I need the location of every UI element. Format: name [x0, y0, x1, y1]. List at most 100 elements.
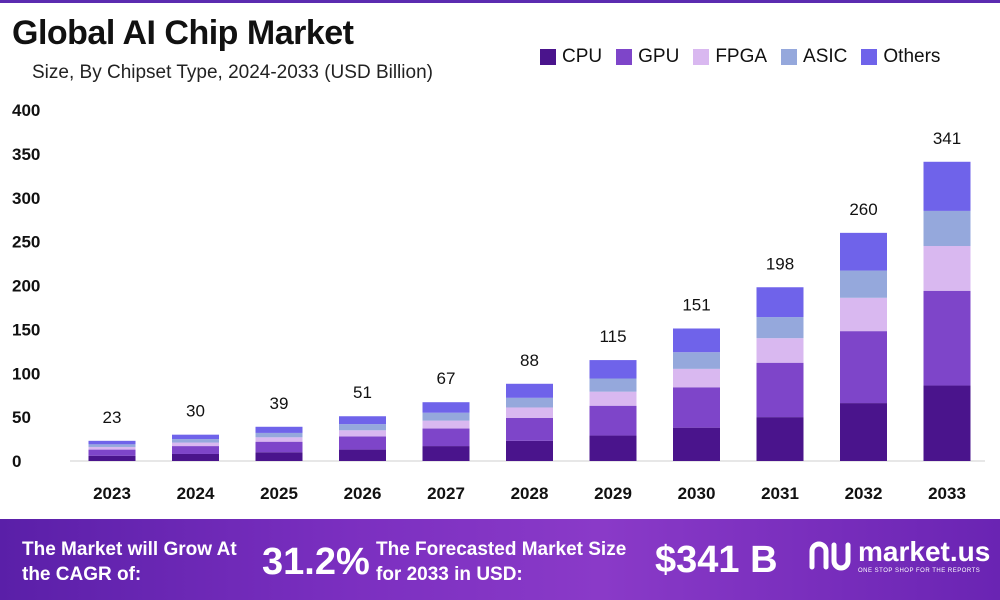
cagr-value: 31.2%	[262, 541, 370, 583]
brand-logo: market.us ONE STOP SHOP FOR THE REPORTS	[808, 537, 990, 575]
bar-segment-fpga-2033	[923, 246, 971, 291]
bar-total-label: 151	[682, 295, 710, 314]
bar-segment-fpga-2023	[88, 446, 136, 450]
y-tick-label: 0	[12, 452, 21, 471]
chart-subtitle: Size, By Chipset Type, 2024-2033 (USD Bi…	[32, 62, 433, 83]
bar-total-label: 30	[186, 402, 205, 421]
bar-segment-asic-2032	[840, 270, 887, 298]
bar-total-label: 341	[933, 129, 961, 148]
bar-segment-gpu-2033	[923, 290, 971, 386]
bar-segment-asic-2026	[339, 424, 386, 431]
bar-segment-fpga-2027	[422, 420, 470, 429]
bar-segment-asic-2023	[88, 444, 136, 447]
bar-segment-others-2027	[422, 402, 470, 413]
y-tick-label: 400	[12, 101, 40, 120]
bar-total-label: 23	[103, 408, 122, 427]
legend-label-asic: ASIC	[803, 46, 848, 67]
bar-segment-fpga-2028	[506, 407, 553, 419]
bar-segment-gpu-2026	[339, 436, 386, 450]
y-tick-label: 50	[12, 408, 31, 427]
bar-segment-fpga-2032	[840, 297, 887, 332]
legend-item-others: Others	[861, 46, 940, 68]
bar-segment-others-2028	[506, 383, 553, 398]
x-tick-label: 2026	[344, 484, 382, 503]
forecast-caption: The Forecasted Market Size for 2033 in U…	[376, 539, 627, 585]
legend-swatch-cpu	[540, 49, 556, 65]
bar-segment-gpu-2028	[506, 418, 553, 441]
bar-total-label: 260	[849, 200, 877, 219]
bar-segment-gpu-2029	[589, 405, 637, 436]
legend-label-cpu: CPU	[562, 46, 603, 67]
legend-swatch-others	[861, 49, 878, 65]
bar-segment-asic-2031	[756, 317, 804, 339]
bar-total-label: 115	[599, 327, 626, 346]
footer-banner: The Market will Grow At the CAGR of: 31.…	[0, 519, 1000, 600]
chart-title: Global AI Chip Market	[12, 14, 354, 52]
bar-total-label: 88	[520, 351, 539, 370]
forecast-value: $341 B	[655, 539, 778, 581]
bar-segment-asic-2030	[673, 352, 720, 369]
y-tick-label: 150	[12, 320, 40, 339]
bar-segment-gpu-2025	[255, 441, 303, 453]
bar-segment-gpu-2027	[422, 428, 470, 447]
bar-segment-cpu-2026	[339, 449, 386, 461]
x-tick-label: 2027	[427, 484, 465, 503]
bar-total-label: 39	[270, 394, 289, 413]
bar-segment-others-2026	[339, 416, 386, 425]
x-tick-label: 2032	[845, 484, 883, 503]
bar-segment-gpu-2024	[172, 446, 219, 454]
bar-segment-fpga-2025	[255, 437, 303, 442]
legend-item-gpu: GPU	[616, 46, 679, 68]
bar-segment-asic-2029	[589, 378, 637, 392]
bar-segment-cpu-2029	[589, 435, 637, 461]
brand-name: market.us	[858, 536, 991, 567]
top-accent-rule	[0, 0, 1000, 3]
bar-segment-asic-2027	[422, 412, 470, 421]
y-tick-label: 200	[12, 277, 40, 296]
bar-segment-cpu-2028	[506, 440, 553, 461]
bar-segment-cpu-2032	[840, 403, 887, 461]
y-tick-label: 350	[12, 145, 40, 164]
legend-label-gpu: GPU	[638, 46, 680, 67]
bar-segment-others-2024	[172, 434, 219, 440]
bar-segment-gpu-2023	[88, 449, 136, 456]
bar-segment-cpu-2024	[172, 453, 219, 461]
legend-label-others: Others	[883, 46, 941, 67]
stacked-bar-chart: 0 50 100 150 200 250 300 350 400 23 2023 30 2024 39 20…	[12, 101, 985, 503]
bar-segment-asic-2028	[506, 397, 553, 408]
bar-total-label: 51	[353, 383, 372, 402]
bar-segment-others-2030	[673, 328, 720, 353]
bar-total-label: 198	[766, 254, 794, 273]
bar-segment-gpu-2031	[756, 362, 804, 418]
legend-label-fpga: FPGA	[715, 46, 768, 67]
x-tick-label: 2024	[177, 484, 215, 503]
bar-segment-asic-2033	[923, 210, 971, 247]
bar-segment-asic-2025	[255, 432, 303, 438]
legend-item-fpga: FPGA	[693, 46, 767, 68]
legend-swatch-fpga	[693, 49, 710, 65]
x-tick-label: 2029	[594, 484, 632, 503]
bar-segment-cpu-2023	[88, 455, 136, 461]
cagr-caption: The Market will Grow At the CAGR of:	[22, 539, 237, 585]
legend-item-cpu: CPU	[540, 46, 602, 68]
bar-segment-others-2023	[88, 440, 136, 445]
x-tick-label: 2025	[260, 484, 298, 503]
x-tick-label: 2023	[93, 484, 131, 503]
bar-segment-fpga-2031	[756, 338, 804, 363]
bar-segment-fpga-2029	[589, 391, 637, 406]
legend-swatch-asic	[781, 49, 798, 65]
bar-segment-fpga-2026	[339, 430, 386, 437]
bar-segment-fpga-2024	[172, 442, 219, 447]
x-tick-label: 2031	[761, 484, 799, 503]
bar-segment-cpu-2025	[255, 452, 303, 461]
bar-segment-cpu-2031	[756, 417, 804, 461]
bar-segment-asic-2024	[172, 439, 219, 443]
legend: CPU GPU FPGA ASIC Others	[540, 46, 940, 68]
y-tick-label: 250	[12, 233, 40, 252]
bar-segment-fpga-2030	[673, 368, 720, 388]
bar-segment-gpu-2032	[840, 331, 887, 404]
bar-total-label: 67	[437, 369, 456, 388]
legend-item-asic: ASIC	[781, 46, 847, 68]
bar-segment-cpu-2030	[673, 427, 720, 461]
x-tick-label: 2030	[678, 484, 716, 503]
